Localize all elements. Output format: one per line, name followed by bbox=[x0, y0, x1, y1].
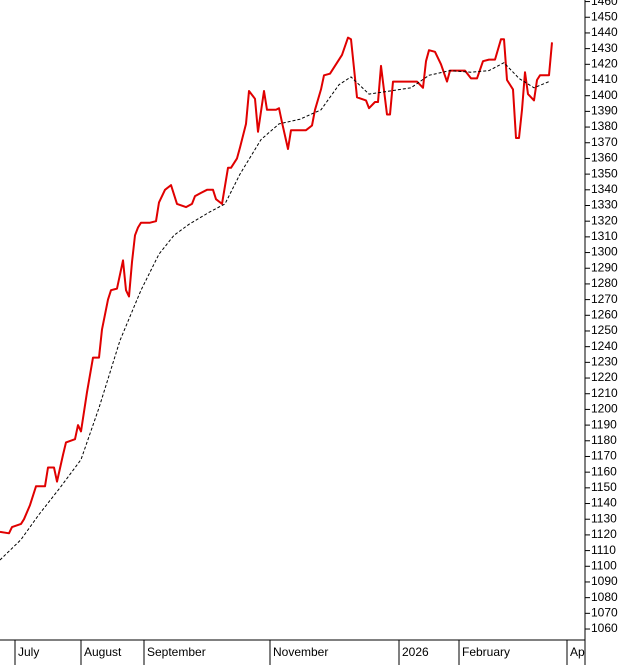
y-tick-label: 1120 bbox=[591, 527, 617, 541]
x-tick-label: Ap bbox=[570, 645, 585, 659]
y-tick-label: 1390 bbox=[591, 104, 618, 118]
y-tick-label: 1270 bbox=[591, 292, 618, 306]
y-tick-label: 1420 bbox=[591, 56, 618, 70]
x-tick-label: November bbox=[273, 645, 328, 659]
x-tick-label: July bbox=[18, 645, 39, 659]
y-tick-label: 1240 bbox=[591, 339, 618, 353]
y-tick-label: 1380 bbox=[591, 119, 618, 133]
y-tick-label: 1340 bbox=[591, 182, 618, 196]
x-tick-label: 2026 bbox=[402, 645, 429, 659]
y-tick-label: 1320 bbox=[591, 213, 618, 227]
y-tick-label: 1080 bbox=[591, 590, 618, 604]
y-tick-label: 1150 bbox=[591, 480, 617, 494]
y-tick-label: 1360 bbox=[591, 151, 618, 165]
y-tick-label: 1250 bbox=[591, 323, 618, 337]
y-tick-label: 1190 bbox=[591, 417, 617, 431]
y-tick-label: 1070 bbox=[591, 606, 618, 620]
y-tick-label: 1460 bbox=[591, 0, 618, 8]
y-tick-label: 1350 bbox=[591, 166, 618, 180]
y-tick-label: 1230 bbox=[591, 355, 618, 369]
x-tick-label: August bbox=[84, 645, 122, 659]
y-tick-label: 1430 bbox=[591, 41, 618, 55]
y-tick-label: 1260 bbox=[591, 307, 618, 321]
y-tick-label: 1370 bbox=[591, 135, 618, 149]
y-tick-label: 1140 bbox=[591, 496, 617, 510]
x-tick-label: February bbox=[462, 645, 510, 659]
y-tick-label: 1090 bbox=[591, 574, 618, 588]
y-tick-label: 1180 bbox=[591, 433, 617, 447]
y-tick-label: 1160 bbox=[591, 464, 617, 478]
y-tick-label: 1280 bbox=[591, 276, 618, 290]
y-tick-label: 1220 bbox=[591, 370, 618, 384]
x-tick-label: September bbox=[147, 645, 206, 659]
y-tick-label: 1210 bbox=[591, 386, 618, 400]
y-tick-label: 1110 bbox=[591, 543, 616, 557]
y-tick-label: 1100 bbox=[591, 558, 617, 572]
y-tick-label: 1330 bbox=[591, 198, 618, 212]
y-tick-label: 1450 bbox=[591, 9, 618, 23]
y-tick-label: 1300 bbox=[591, 245, 618, 259]
y-tick-label: 1440 bbox=[591, 25, 618, 39]
y-tick-label: 1130 bbox=[591, 511, 617, 525]
y-tick-label: 1410 bbox=[591, 72, 618, 86]
y-tick-label: 1170 bbox=[591, 449, 617, 463]
y-tick-label: 1200 bbox=[591, 402, 618, 416]
price-line bbox=[0, 36, 553, 535]
price-line bbox=[0, 62, 550, 561]
y-tick-label: 1400 bbox=[591, 88, 618, 102]
y-tick-label: 1310 bbox=[591, 229, 618, 243]
y-tick-label: 1060 bbox=[591, 621, 618, 635]
y-tick-label: 1290 bbox=[591, 260, 618, 274]
